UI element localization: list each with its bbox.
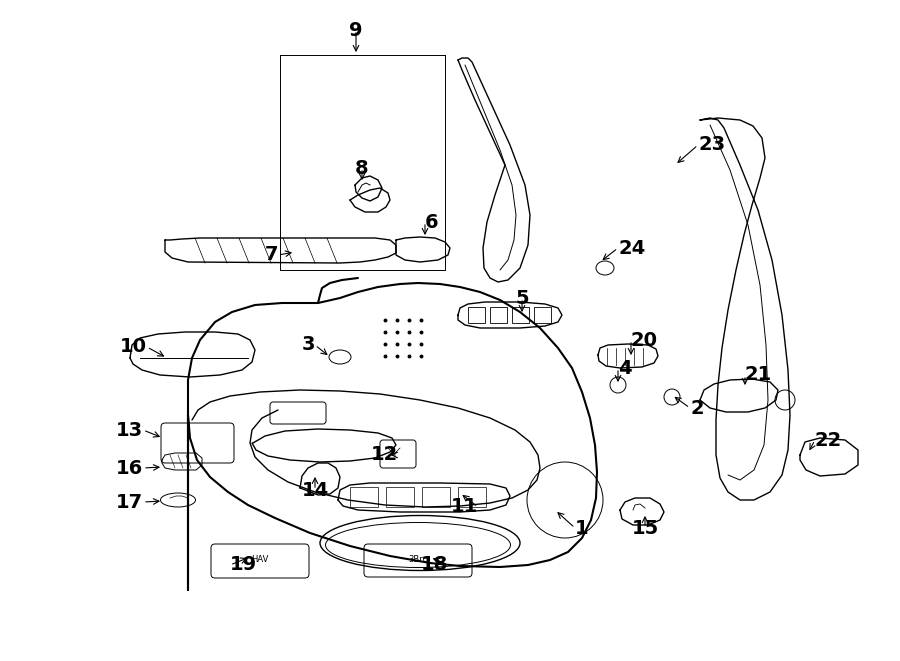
- Text: 18: 18: [421, 555, 448, 574]
- Text: 21: 21: [745, 366, 772, 385]
- Text: 11: 11: [451, 498, 478, 516]
- Text: 20: 20: [631, 330, 658, 350]
- Bar: [386, 487, 414, 507]
- Text: 3Brc: 3Brc: [409, 555, 428, 564]
- Text: 23: 23: [698, 136, 725, 155]
- Text: 22: 22: [815, 430, 842, 449]
- Bar: [468, 307, 485, 323]
- Text: 1: 1: [575, 518, 589, 537]
- Text: HAV: HAV: [251, 555, 269, 564]
- Bar: [490, 307, 507, 323]
- Text: 3: 3: [302, 336, 315, 354]
- Text: 15: 15: [632, 518, 659, 537]
- Bar: [458, 487, 486, 507]
- Bar: [350, 487, 378, 507]
- Bar: [422, 487, 450, 507]
- Text: 7: 7: [265, 245, 278, 264]
- Text: 9: 9: [349, 20, 363, 40]
- Text: 14: 14: [302, 481, 328, 500]
- Text: 24: 24: [618, 239, 645, 258]
- Text: 17: 17: [116, 492, 143, 512]
- Text: 19: 19: [230, 555, 257, 574]
- Text: 12: 12: [371, 446, 398, 465]
- Text: 5: 5: [515, 288, 529, 307]
- Text: 16: 16: [116, 459, 143, 477]
- Text: 13: 13: [116, 420, 143, 440]
- Bar: [534, 307, 551, 323]
- Bar: [512, 307, 529, 323]
- Text: 10: 10: [120, 338, 147, 356]
- Text: 4: 4: [618, 358, 632, 377]
- Text: 8: 8: [356, 159, 369, 178]
- Text: 2: 2: [690, 399, 704, 418]
- Text: 6: 6: [425, 212, 438, 231]
